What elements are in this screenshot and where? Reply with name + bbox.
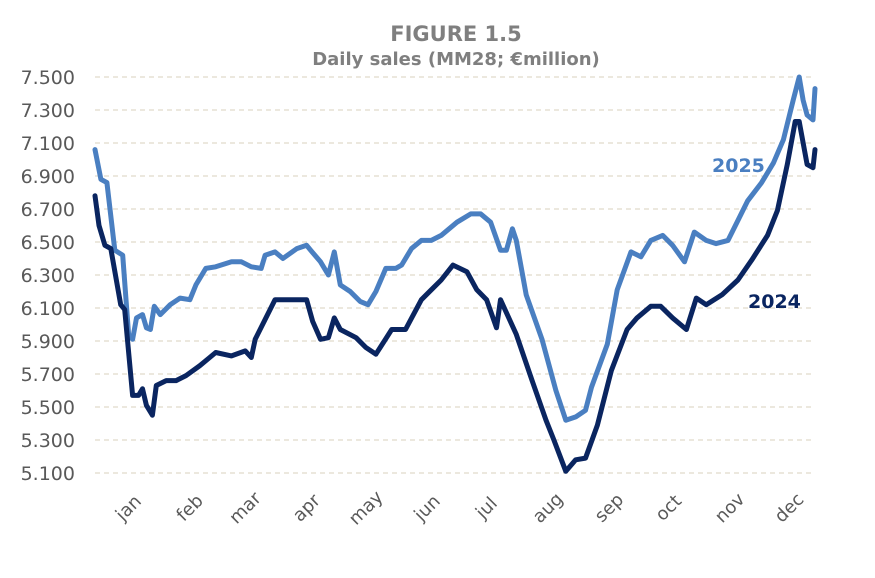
x-tick-label: dec [771,489,809,527]
y-tick-label: 5.100 [21,463,75,485]
x-tick-label: nov [711,489,749,527]
series-line-2024 [92,119,818,474]
y-tick-label: 6.500 [21,232,75,254]
y-tick-label: 5.900 [21,331,75,353]
x-tick-label: oct [651,491,686,526]
y-tick-label: 5.300 [21,430,75,452]
series-line-2025 [92,74,818,423]
y-axis-tick-labels: 5.100 5.300 5.500 5.700 5.900 6.100 6.300 6.500… [21,67,75,485]
y-tick-label: 6.100 [21,298,75,320]
x-tick-label: aug [529,489,568,528]
series-label-2024: 2024 [748,291,801,313]
chart-subtitle: Daily sales (MM28; €million) [312,49,600,70]
series-label-2025: 2025 [712,155,765,177]
x-tick-label: may [345,487,388,530]
chart-title: FIGURE 1.5 [390,22,521,46]
x-tick-label: apr [289,490,325,526]
x-tick-label: mar [225,488,266,529]
x-tick-label: sep [591,489,628,526]
y-tick-label: 5.500 [21,397,75,419]
y-tick-label: 7.100 [21,133,75,155]
y-tick-label: 6.700 [21,199,75,221]
y-tick-label: 5.700 [21,364,75,386]
y-tick-label: 7.500 [21,67,75,89]
x-tick-label: feb [172,490,207,525]
x-tick-label: jun [409,491,444,526]
y-tick-label: 6.900 [21,166,75,188]
x-axis-tick-labels: jan feb mar apr may jun jul aug sep oct nov dec [111,487,808,530]
y-tick-label: 7.300 [21,100,75,122]
series-lines [92,74,818,474]
x-tick-label: jul [471,493,502,524]
gridlines [95,76,815,474]
y-tick-label: 6.300 [21,265,75,287]
x-tick-label: jan [111,491,146,526]
